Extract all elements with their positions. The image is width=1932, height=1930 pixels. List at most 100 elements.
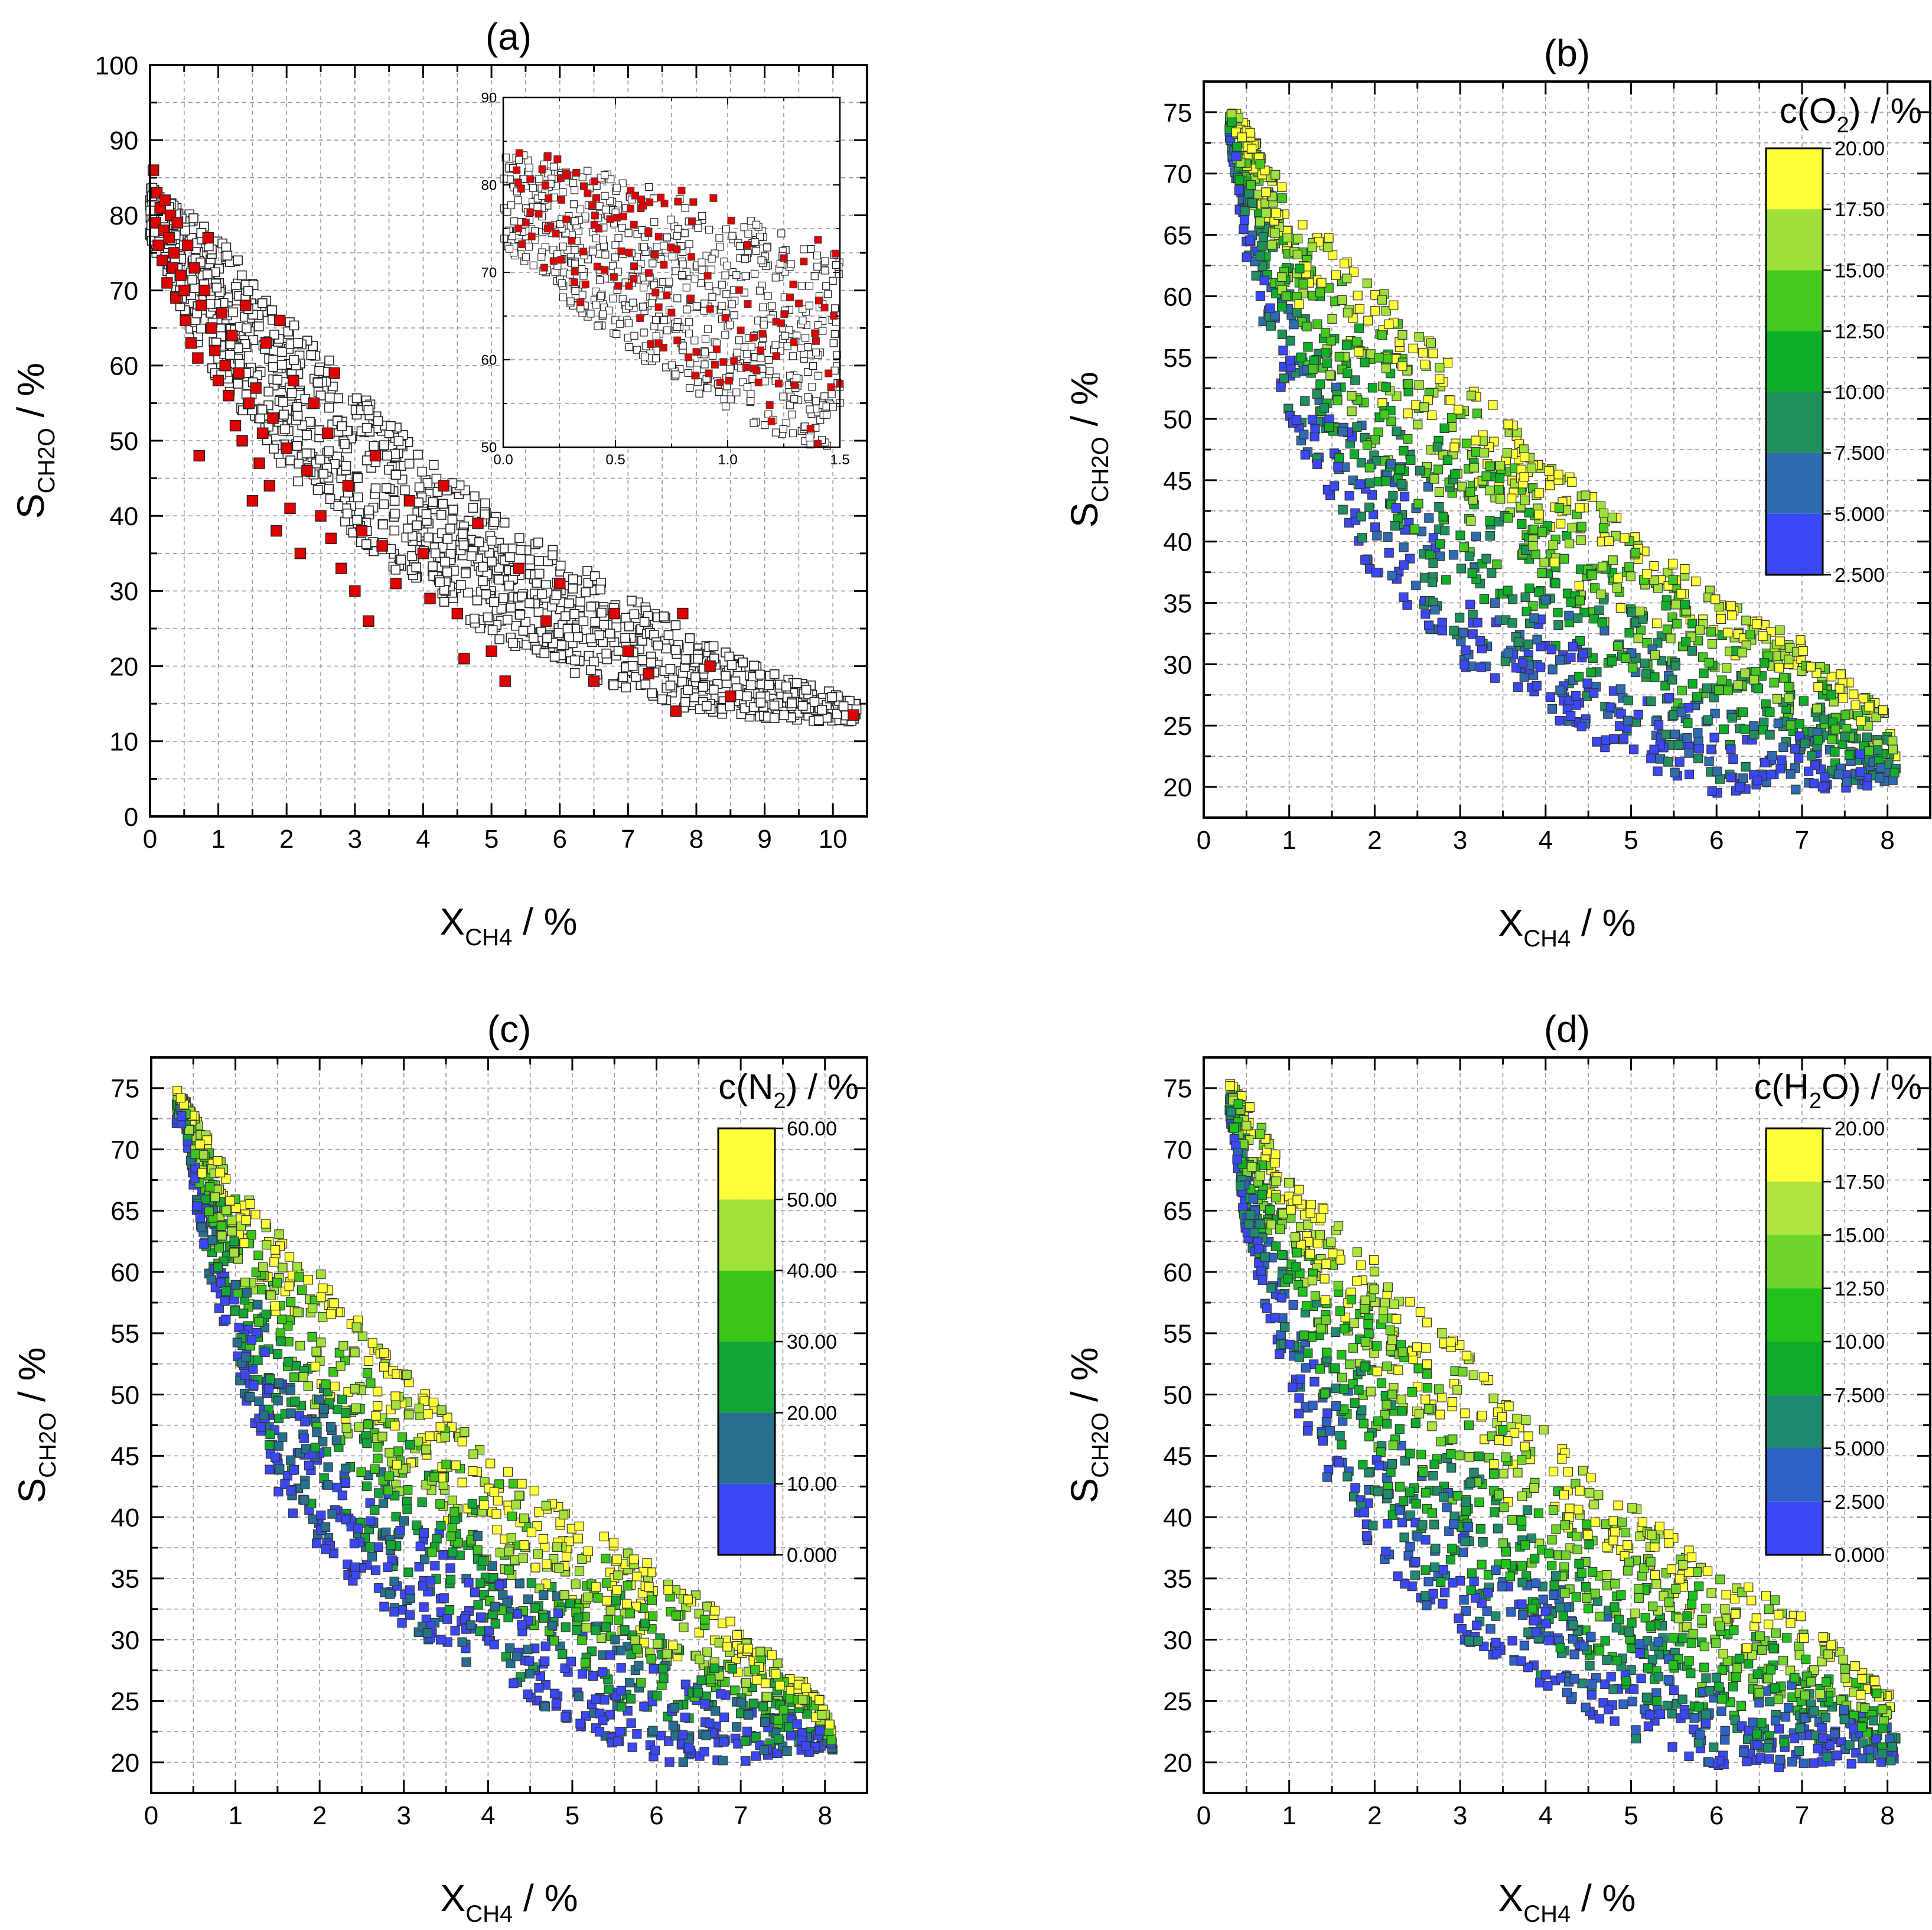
panel-a-open-point — [423, 532, 434, 543]
panel-b-point — [1520, 592, 1530, 603]
panel-b-point — [1399, 445, 1409, 456]
panel-c-point — [316, 1270, 326, 1280]
panel-a-open-point — [529, 633, 539, 643]
panel-a-inset-open-point — [694, 224, 702, 232]
panel-c-point — [230, 1306, 240, 1316]
panel-b-point — [1576, 721, 1586, 731]
panel-a-inset-open-point — [822, 402, 830, 411]
panel-a-inset-open-point — [680, 229, 689, 237]
panel-a-red-point — [294, 548, 307, 559]
panel-b-point — [1370, 305, 1380, 316]
panel-c-point — [608, 1538, 619, 1548]
panel-a-inset-open-point — [813, 262, 822, 271]
panel-a-inset-open-point — [743, 350, 751, 358]
panel-b-point — [1277, 193, 1287, 203]
panel-b-point — [1796, 635, 1806, 645]
panel-a-open-point — [413, 450, 423, 460]
panel-c-point — [436, 1405, 447, 1415]
panel-b-point — [1677, 685, 1687, 695]
panel-a-inset-red-point — [790, 381, 799, 389]
panel-b-point — [1535, 662, 1546, 672]
panel-b-point — [1437, 617, 1447, 627]
panel-a-open-point — [481, 589, 491, 600]
panel-a-inset-open-point — [537, 253, 546, 261]
panel-a-inset-red-point — [568, 237, 576, 245]
panel-b-point — [1641, 669, 1651, 679]
panel-a-open-point — [665, 663, 676, 674]
panel-a-inset-open-point — [597, 292, 605, 300]
panel-b-point — [1760, 658, 1770, 668]
panel-a-open-point — [439, 597, 449, 607]
panel-b-point — [1646, 696, 1656, 707]
panel-a-inset-red-point — [667, 308, 676, 317]
panel-c-point — [467, 1499, 477, 1509]
panel-a-open-point — [396, 555, 406, 565]
panel-a-open-point — [430, 548, 441, 559]
panel-a-open-point — [702, 701, 712, 711]
panel-a-inset-open-point — [683, 305, 691, 314]
panel-b-point — [1702, 683, 1712, 694]
panel-b-point — [1234, 175, 1244, 185]
panel-b-point — [1246, 180, 1256, 190]
panel-a-inset-red-point — [820, 304, 829, 312]
panel-b-point — [1296, 353, 1306, 363]
panel-a-red-point — [554, 577, 566, 590]
panel-b-point — [1386, 459, 1396, 469]
panel-a-red-point — [451, 607, 463, 620]
panel-b-point — [1817, 782, 1827, 792]
panel-a-inset-open-point — [820, 392, 829, 401]
panel-a-inset-open-point — [500, 235, 509, 243]
panel-a-inset-open-point — [752, 246, 760, 255]
panel-a-ytick-label: 90 — [109, 126, 138, 155]
panel-a-open-point — [494, 634, 504, 645]
panel-b-point — [1327, 314, 1337, 324]
panel-b-point — [1728, 754, 1738, 764]
panel-b-point — [1326, 336, 1336, 346]
panel-b-point — [1529, 525, 1539, 535]
panel-a-xlabel-main: X — [440, 900, 465, 943]
panel-a-inset-red-point — [703, 272, 712, 280]
panel-b-point — [1300, 450, 1310, 460]
panel-a-inset-red-point — [688, 253, 696, 261]
panel-a-open-point — [448, 505, 458, 515]
panel-b-colorbar-label: 5.000 — [1835, 503, 1885, 526]
panel-b-colorbar-label: 7.500 — [1835, 442, 1885, 465]
panel-a-inset-open-point — [559, 242, 567, 250]
panel-a-open-point — [778, 710, 789, 721]
panel-b-point — [1849, 689, 1859, 699]
panel-a-inset-red-point — [588, 201, 596, 209]
panel-a-red-point — [588, 675, 600, 687]
panel-b-point — [1741, 616, 1751, 626]
panel-a-inset-open-point — [822, 411, 831, 419]
panel-c-point — [340, 1477, 351, 1488]
panel-b-point — [1320, 403, 1330, 413]
panel-b-point — [1309, 431, 1320, 442]
panel-a-red-point — [226, 330, 238, 341]
panel-a-open-point — [386, 421, 396, 431]
panel-c-point — [371, 1411, 381, 1421]
panel-b-point — [1589, 688, 1599, 698]
panel-a-open-point — [472, 595, 483, 606]
panel-a-open-point — [413, 497, 424, 507]
panel-a-open-point — [601, 648, 611, 659]
panel-a-inset-open-point — [806, 433, 814, 442]
panel-b-point — [1455, 613, 1465, 623]
panel-a: 0 1 2 3 4 5 6 7 8 9 100102030405060708090100(a)XCH… — [9, 15, 868, 951]
panel-a-open-point — [293, 338, 303, 349]
panel-b-point — [1377, 295, 1387, 305]
panel-b-point — [1415, 466, 1425, 476]
panel-b-point — [1672, 619, 1682, 629]
panel-b-point — [1629, 744, 1639, 754]
panel-b-point — [1495, 461, 1506, 471]
panel-b-point — [1862, 780, 1872, 791]
panel-b-point — [1237, 132, 1247, 142]
panel-a-open-point — [486, 535, 497, 546]
panel-b-point — [1615, 603, 1625, 613]
panel-a-inset-ytick-label: 60 — [481, 353, 497, 369]
panel-a-inset-red-point — [689, 198, 698, 206]
panel-b-point — [1534, 509, 1544, 520]
panel-b-point — [1277, 329, 1288, 340]
panel-c-point — [253, 1300, 263, 1310]
panel-a-inset-open-point — [674, 224, 682, 233]
panel-b-point — [1429, 474, 1439, 484]
